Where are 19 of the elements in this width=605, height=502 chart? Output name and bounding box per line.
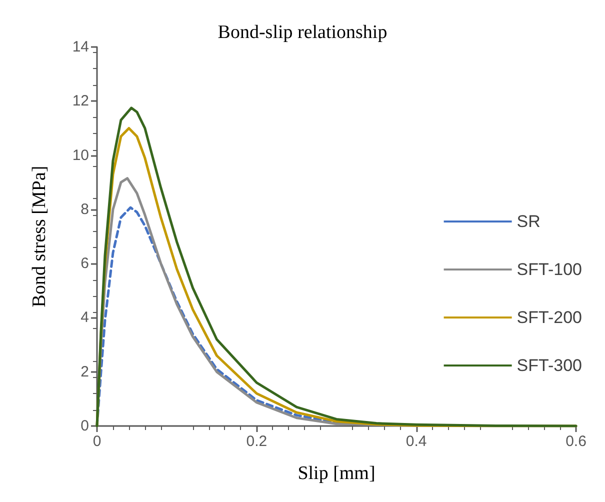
x-tick-label: 0.6 <box>566 433 586 450</box>
x-axis-title: Slip [mm] <box>298 463 376 484</box>
x-tick-label: 0.2 <box>246 433 268 450</box>
legend-label: SR <box>516 212 540 231</box>
y-tick-label: 0 <box>80 418 89 434</box>
chart-title: Bond-slip relationship <box>218 22 388 43</box>
y-tick-label: 2 <box>80 363 89 380</box>
y-tick-label: 10 <box>72 146 89 164</box>
y-tick-label: 4 <box>80 309 89 326</box>
legend-label: SFT-100 <box>516 260 582 279</box>
y-tick-label: 6 <box>80 255 89 272</box>
x-tick-label: 0.4 <box>406 433 427 450</box>
y-axis-title: Bond stress [MPa] <box>29 166 50 308</box>
x-tick-label: 0 <box>92 433 102 450</box>
y-tick-label: 12 <box>72 92 89 110</box>
legend-label: SFT-300 <box>516 356 582 375</box>
y-tick-label: 14 <box>72 38 89 56</box>
legend-label: SFT-200 <box>516 308 582 327</box>
y-tick-label: 8 <box>80 200 89 218</box>
